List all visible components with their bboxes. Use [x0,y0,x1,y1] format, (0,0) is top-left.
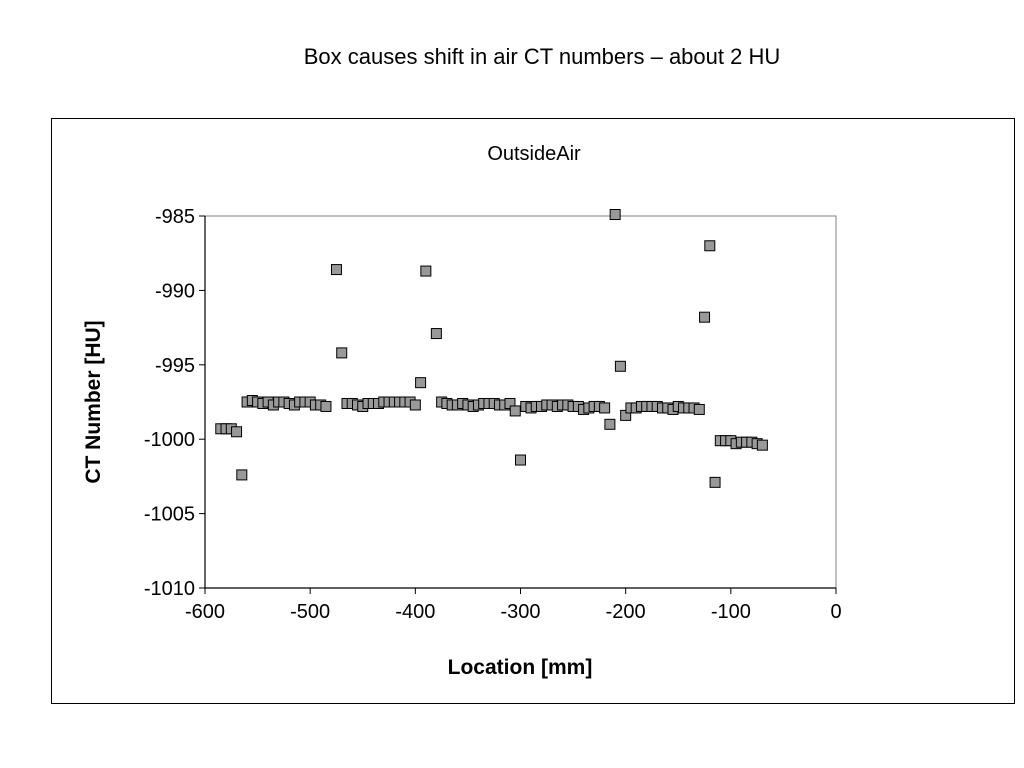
data-point [709,476,721,488]
x-tick-label: -100 [711,601,751,623]
data-point [699,311,711,323]
y-tick-label: -1000 [144,429,195,451]
x-tick-label: -300 [500,601,540,623]
data-point [756,439,768,451]
y-tick-label: -1010 [144,578,195,600]
data-point [430,328,442,340]
chart-title: OutsideAir [487,143,581,165]
x-tick-label: -400 [395,601,435,623]
x-axis-ticks: -600 -500 -400 -300 -200 -100 0 [185,588,842,623]
y-tick-label: -990 [155,280,195,302]
data-point [604,418,616,430]
data-point [330,264,342,276]
x-tick-label: -600 [185,601,225,623]
data-point [609,209,621,221]
data-point [320,400,332,412]
y-tick-label: -985 [155,206,195,228]
data-point [236,469,248,481]
data-points [215,209,768,488]
data-point [614,360,626,372]
y-tick-label: -1005 [144,504,195,526]
y-axis-ticks: -985 -990 -995 -1000 -1005 -1010 [144,206,205,600]
y-axis-title: CT Number [HU] [82,320,105,483]
scatter-chart: OutsideAir -985-990-995-1000-1005-1010 -… [82,143,842,679]
data-point [231,426,243,438]
data-point [515,454,526,466]
data-point [599,402,611,414]
x-tick-label: -500 [290,601,330,623]
data-point [704,240,716,252]
x-tick-label: 0 [830,601,841,623]
data-point [509,405,521,417]
data-point [693,403,705,415]
x-axis-title: Location [mm] [448,656,593,679]
y-tick-label: -995 [155,355,195,377]
chart-frame: OutsideAir -985 -990 -995 -1000 -1005 -1010 -… [51,118,1015,704]
data-point [336,347,348,359]
data-point [415,377,427,389]
data-point [420,265,432,277]
slide-title: Box causes shift in air CT numbers – abo… [303,44,781,69]
x-tick-label: -200 [606,601,646,623]
data-point [409,399,421,411]
